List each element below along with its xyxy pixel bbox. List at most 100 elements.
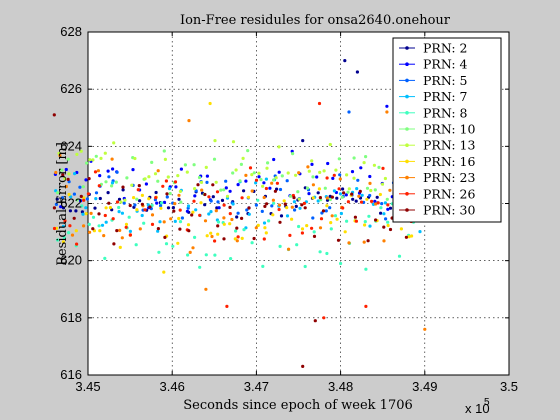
data-point [256, 223, 260, 227]
data-point [209, 210, 213, 214]
legend-marker [405, 159, 409, 164]
data-point [155, 201, 159, 205]
data-point [122, 201, 126, 205]
data-point [236, 183, 240, 187]
data-point [138, 227, 142, 231]
data-point [325, 176, 329, 180]
data-point [260, 209, 264, 213]
y-tick-label: 624 [60, 138, 82, 153]
data-point [312, 230, 316, 234]
x-axis-multiplier: x 10 [465, 401, 490, 416]
data-point [73, 172, 77, 176]
data-point [337, 157, 341, 161]
data-point [363, 223, 367, 227]
data-point [369, 188, 373, 193]
data-point [216, 232, 220, 236]
data-point [278, 187, 283, 192]
data-point [245, 208, 249, 212]
data-point [153, 172, 158, 176]
data-point [162, 149, 166, 153]
data-point [80, 204, 84, 208]
data-point [144, 182, 148, 186]
data-point [264, 231, 268, 235]
data-point [236, 211, 240, 215]
data-point [246, 195, 251, 199]
data-point [240, 216, 244, 220]
data-point [74, 229, 78, 233]
data-point [268, 186, 272, 190]
data-point [331, 176, 335, 180]
data-point [56, 238, 60, 242]
data-point [137, 184, 141, 188]
data-point [203, 192, 207, 197]
data-point [311, 216, 315, 220]
data-point [98, 196, 102, 201]
data-point [318, 226, 323, 230]
data-point [85, 161, 89, 165]
data-point [294, 173, 298, 177]
data-point [158, 220, 162, 224]
y-tick-label: 616 [60, 367, 82, 382]
data-point [97, 212, 101, 216]
data-point [214, 180, 218, 184]
x-tick-label: 3.49 [412, 379, 437, 394]
data-point [305, 186, 310, 190]
data-point [104, 180, 108, 184]
legend-marker [405, 127, 409, 131]
data-point [157, 250, 161, 254]
data-point [79, 194, 83, 198]
data-point [186, 253, 190, 257]
data-point [166, 175, 170, 179]
legend-label: PRN: 4 [423, 57, 467, 72]
data-point [347, 187, 351, 191]
data-point [213, 239, 217, 243]
data-point [165, 192, 169, 196]
data-point [107, 175, 111, 179]
data-point [127, 215, 131, 219]
data-point [211, 195, 215, 199]
data-point [63, 177, 67, 181]
data-point [185, 209, 189, 213]
x-axis-multiplier-exponent: 5 [484, 397, 490, 408]
data-point [256, 198, 260, 202]
data-point [102, 234, 106, 238]
data-point [185, 170, 189, 174]
legend-marker [405, 192, 409, 196]
data-point [179, 200, 183, 204]
legend-marker [405, 94, 409, 99]
data-point [98, 229, 102, 233]
data-point [365, 186, 370, 190]
data-point [306, 165, 310, 169]
legend-label: PRN: 23 [423, 170, 475, 185]
data-point [247, 206, 251, 210]
data-point [285, 179, 289, 183]
data-point [216, 224, 220, 228]
data-point [171, 206, 175, 210]
data-point [418, 230, 422, 234]
data-point [325, 204, 329, 208]
data-point [217, 206, 221, 210]
legend-box [392, 37, 502, 223]
data-point [106, 169, 110, 173]
y-tick-label: 622 [60, 196, 82, 211]
data-point [343, 230, 347, 234]
data-point [297, 197, 301, 201]
data-point [374, 218, 378, 222]
data-point [148, 205, 152, 209]
data-point [117, 205, 121, 210]
legend-label: PRN: 13 [423, 138, 475, 153]
data-point [318, 170, 322, 174]
data-point [82, 196, 86, 200]
data-point [81, 212, 85, 216]
data-point [169, 217, 173, 221]
legend-marker [405, 111, 409, 115]
data-point [247, 212, 251, 216]
data-point [177, 193, 181, 197]
data-point [61, 196, 65, 200]
data-point [259, 178, 263, 182]
data-point [121, 185, 125, 189]
data-point [61, 206, 66, 210]
data-point [120, 236, 124, 240]
data-point [358, 189, 362, 193]
